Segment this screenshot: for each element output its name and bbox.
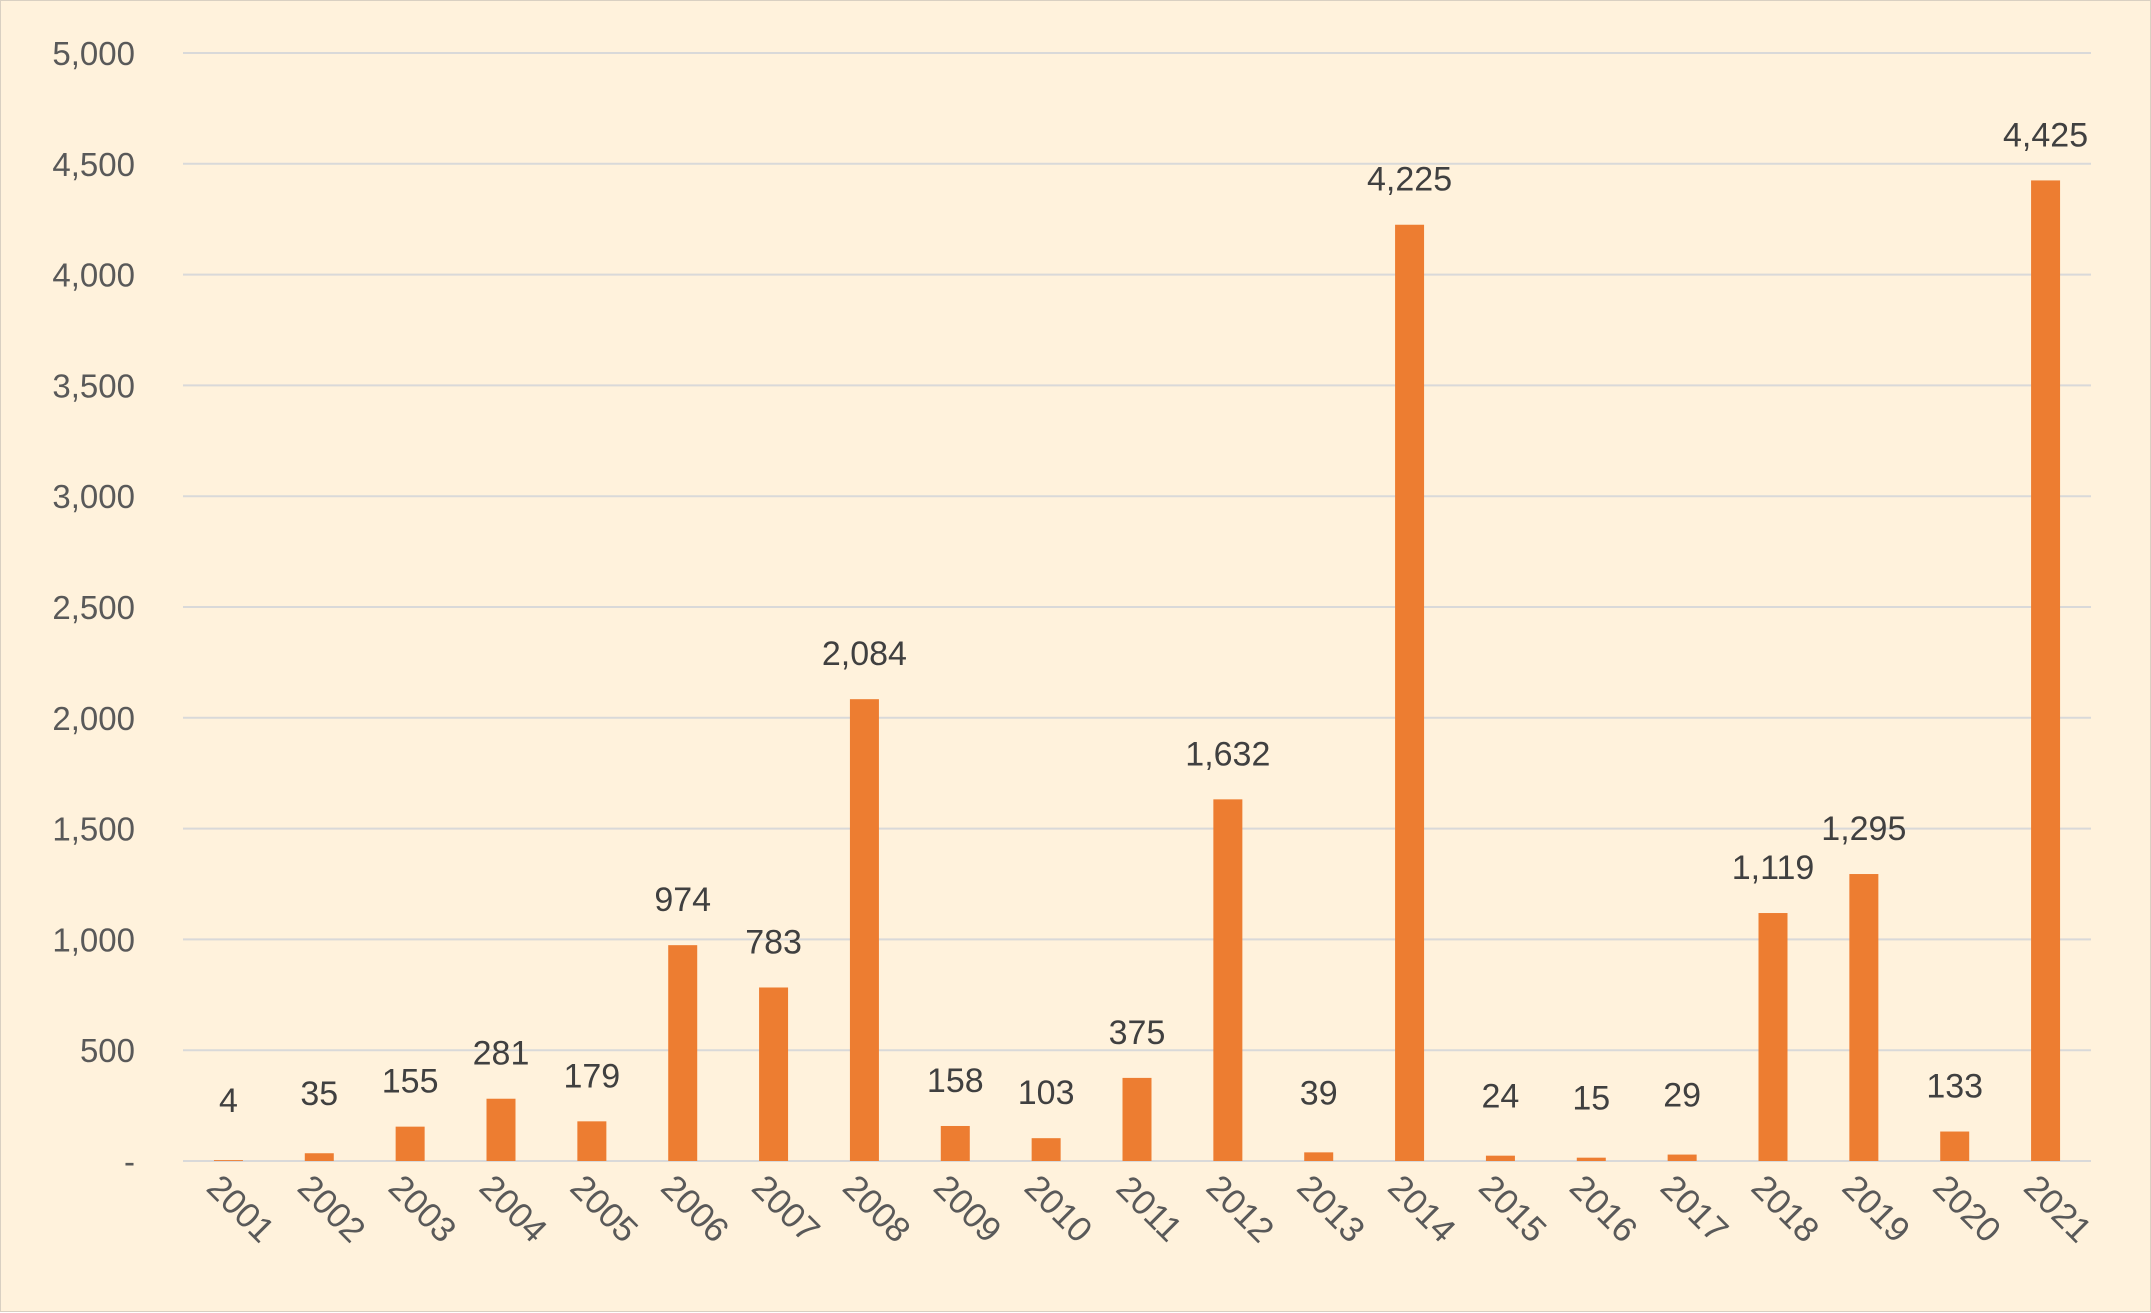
x-tick-label-2011: 2011 [1109,1168,1190,1249]
x-tick-label-2008: 2008 [835,1168,918,1251]
bar-2018 [1758,913,1788,1161]
data-label-2004: 281 [473,1035,530,1073]
y-tick-label: 3,000 [52,478,135,515]
x-tick-label-2012: 2012 [1199,1168,1282,1251]
bar-2020 [1940,1131,1970,1161]
data-label-2016: 15 [1572,1080,1610,1118]
x-tick-label-2003: 2003 [381,1168,464,1251]
data-label-2012: 1,632 [1185,735,1270,773]
y-tick-label: 2,000 [52,700,135,737]
bar-2008 [849,699,879,1161]
bar-2012 [1213,799,1243,1161]
x-tick-label-2019: 2019 [1835,1168,1918,1251]
data-label-2015: 24 [1482,1078,1520,1116]
y-tick-label: 4,000 [52,257,135,294]
x-tick-label-2017: 2017 [1653,1168,1736,1251]
bar-2015 [1485,1155,1515,1161]
bar-2013 [1304,1152,1334,1161]
x-tick-label-2018: 2018 [1744,1168,1827,1251]
x-tick-label-2002: 2002 [290,1168,373,1251]
data-label-2014: 4,225 [1367,161,1452,199]
data-label-2002: 35 [300,1075,338,1113]
x-tick-label-2009: 2009 [926,1168,1009,1251]
y-tick-label: 1,000 [52,921,135,958]
data-label-2009: 158 [927,1062,984,1100]
x-tick-label-2005: 2005 [563,1168,646,1251]
bar-2016 [1576,1157,1606,1161]
bar-2004 [486,1098,516,1161]
bar-2019 [1849,874,1879,1161]
y-tick-label: 1,500 [52,811,135,848]
bar-2021 [2031,180,2061,1162]
bar-2002 [304,1153,334,1161]
data-label-2007: 783 [745,923,802,961]
y-tick-label: 5,000 [52,35,135,72]
y-tick-label: - [124,1143,135,1180]
data-label-2020: 133 [1926,1068,1983,1106]
data-label-2017: 29 [1663,1077,1701,1115]
data-label-2001: 4 [219,1082,238,1120]
data-label-2005: 179 [563,1057,620,1095]
bars [213,180,2061,1162]
x-tick-label-2020: 2020 [1926,1168,2009,1251]
bar-2010 [1031,1138,1061,1161]
x-tick-label-2013: 2013 [1290,1168,1373,1251]
x-tick-label-2006: 2006 [654,1168,737,1251]
data-label-2021: 4,425 [2003,116,2088,154]
bar-2003 [395,1126,425,1161]
bar-2014 [1395,224,1425,1162]
x-tick-label-2016: 2016 [1562,1168,1645,1251]
data-label-2003: 155 [382,1063,439,1101]
x-tick-label-2014: 2014 [1380,1168,1463,1251]
data-label-2011: 375 [1109,1014,1166,1052]
x-tick-label-2007: 2007 [744,1168,827,1251]
x-axis-ticks: 2001 2002 2003 2004 2005 2006 2007 2008 2009 2010… [199,1168,2099,1251]
bar-2009 [940,1125,970,1161]
bar-2001 [213,1160,243,1161]
data-label-2013: 39 [1300,1074,1338,1112]
data-label-2006: 974 [654,881,711,919]
data-labels: 4 35 155 281 179 974 783 2,084 158 103 375 1,632 39 4… [219,116,2088,1120]
y-tick-label: 500 [80,1032,135,1069]
data-label-2008: 2,084 [822,635,907,673]
bar-2017 [1667,1154,1697,1161]
bar-2007 [759,987,789,1161]
x-tick-label-2010: 2010 [1017,1168,1100,1251]
bar-2005 [577,1121,607,1161]
y-axis-ticks: - 500 1,000 1,500 2,000 2,500 3,000 3,500 4,000 4… [52,35,135,1180]
y-tick-label: 4,500 [52,146,135,183]
x-tick-label-2004: 2004 [472,1168,555,1251]
bar-2011 [1122,1077,1152,1161]
gridlines [183,52,2091,1162]
data-label-2019: 1,295 [1821,810,1906,848]
x-tick-label-2021: 2021 [2016,1168,2099,1251]
x-tick-label-2001: 2001 [199,1168,282,1251]
data-label-2018: 1,119 [1732,849,1815,887]
y-tick-label: 3,500 [52,367,135,404]
x-tick-label-2015: 2015 [1471,1168,1554,1251]
bar-2006 [668,945,698,1161]
y-tick-label: 2,500 [52,589,135,626]
data-label-2010: 103 [1018,1074,1075,1112]
